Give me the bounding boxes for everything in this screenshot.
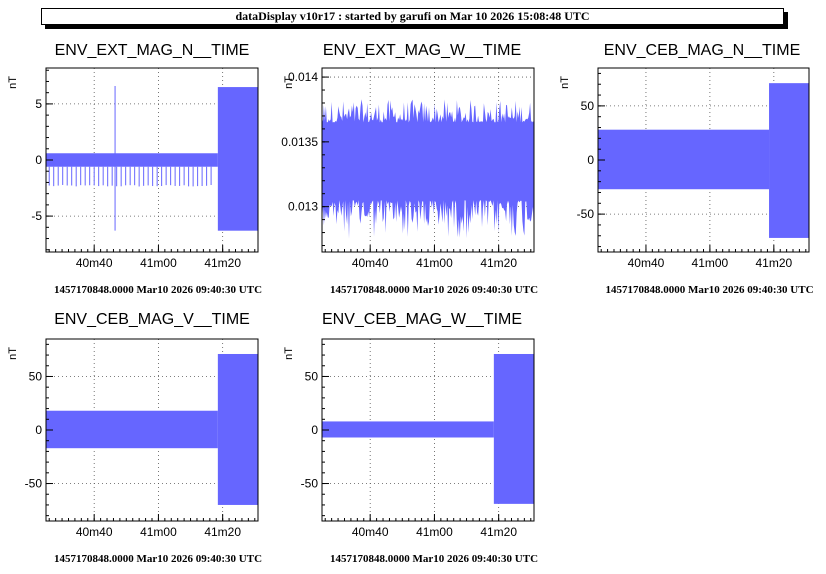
chart-title: ENV_CEB_MAG_N__TIME	[604, 42, 801, 59]
y-axis-label: nT	[283, 347, 295, 360]
y-tick-label: 50	[581, 99, 595, 113]
y-axis-label: nT	[7, 76, 19, 89]
series-group	[322, 353, 534, 504]
chart-title: ENV_EXT_MAG_W__TIME	[323, 42, 521, 59]
y-tick-label: 50	[29, 369, 43, 383]
chart-footer-timestamp: 1457170848.0000 Mar10 2026 09:40:30 UTC	[605, 284, 813, 296]
y-axis-label: nT	[559, 76, 571, 89]
y-tick-label: -5	[31, 209, 42, 223]
series-group	[46, 85, 258, 231]
y-tick-label: 0	[35, 153, 42, 167]
x-tick-label: 40m40	[628, 256, 665, 270]
series-group	[322, 99, 534, 239]
chart-env-ceb-mag-w-time: ENV_CEB_MAG_W__TIME nT 50 0 -50 40m40 41m00 41m…	[283, 311, 538, 565]
x-tick-label: 41m00	[416, 256, 453, 270]
series-band-segment	[217, 353, 258, 505]
series-group	[598, 83, 809, 238]
y-axis-label: nT	[283, 76, 295, 89]
series-band-segment	[493, 353, 534, 504]
y-tick-label: 50	[305, 369, 319, 383]
y-axis-label: nT	[7, 347, 19, 360]
series-band-segment	[46, 153, 218, 167]
series-band-segment	[322, 421, 494, 438]
y-tick-label: -50	[301, 477, 319, 491]
chart-title: ENV_CEB_MAG_W__TIME	[322, 311, 522, 328]
y-tick-label: -50	[577, 207, 595, 221]
x-tick-label: 41m20	[480, 256, 517, 270]
chart-title: ENV_CEB_MAG_V__TIME	[54, 311, 250, 328]
x-tick-label: 41m20	[204, 525, 241, 539]
y-tick-label: -50	[25, 477, 43, 491]
x-tick-label: 41m20	[755, 256, 792, 270]
chart-footer-timestamp: 1457170848.0000 Mar10 2026 09:40:30 UTC	[330, 553, 538, 565]
series-band-segment	[46, 410, 218, 449]
x-tick-label: 41m00	[140, 525, 177, 539]
y-tick-label: 0.0135	[281, 135, 318, 149]
x-tick-label: 40m40	[76, 256, 113, 270]
y-tick-label: 5	[35, 97, 42, 111]
x-tick-label: 41m20	[480, 525, 517, 539]
x-tick-label: 41m20	[204, 256, 241, 270]
y-tick-label: 0.013	[288, 200, 318, 214]
x-tick-label: 40m40	[352, 256, 389, 270]
y-tick-label: 0.014	[288, 70, 318, 84]
header-title: dataDisplay v10r17 : started by garufi o…	[235, 9, 590, 23]
x-tick-label: 41m00	[416, 525, 453, 539]
chart-env-ext-mag-w-time: ENV_EXT_MAG_W__TIME nT0.014 0.0135 0.013 40m…	[281, 42, 538, 296]
series-group	[46, 353, 258, 505]
y-tick-label: 0	[311, 423, 318, 437]
chart-title: ENV_EXT_MAG_N__TIME	[55, 42, 250, 59]
x-tick-label: 40m40	[352, 525, 389, 539]
header-bar: dataDisplay v10r17 : started by garufi o…	[41, 8, 784, 25]
x-tick-label: 41m00	[692, 256, 729, 270]
y-tick-label: 0	[35, 423, 42, 437]
y-tick-label: 0	[587, 153, 594, 167]
chart-footer-timestamp: 1457170848.0000 Mar10 2026 09:40:30 UTC	[54, 553, 262, 565]
series-noise-envelope	[322, 99, 534, 239]
x-tick-label: 41m00	[140, 256, 177, 270]
chart-env-ceb-mag-v-time: ENV_CEB_MAG_V__TIME nT 50 0 -50 40m40 41m00 41m…	[7, 311, 262, 565]
chart-footer-timestamp: 1457170848.0000 Mar10 2026 09:40:30 UTC	[54, 284, 262, 296]
chart-env-ceb-mag-n-time: ENV_CEB_MAG_N__TIME nT 50 0 -50 40m40 41m00 41m…	[559, 42, 814, 296]
series-band-segment	[769, 83, 809, 238]
series-band-segment	[217, 87, 258, 231]
chart-env-ext-mag-n-time: ENV_EXT_MAG_N__TIME nT 5 0 -5 40m40 41m00 41m20…	[7, 42, 262, 296]
series-band-segment	[598, 129, 770, 190]
chart-footer-timestamp: 1457170848.0000 Mar10 2026 09:40:30 UTC	[330, 284, 538, 296]
x-tick-label: 40m40	[76, 525, 113, 539]
